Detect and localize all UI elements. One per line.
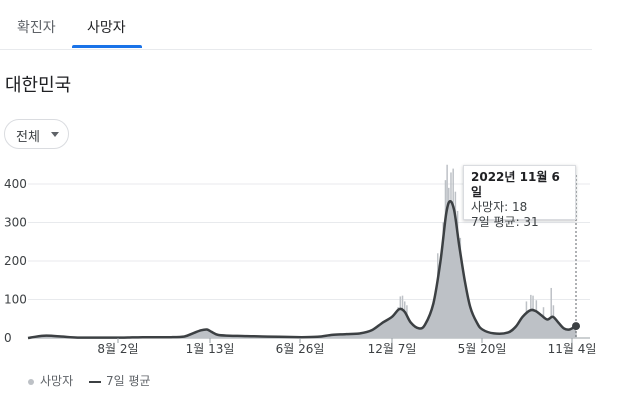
region-title: 대한민국 bbox=[5, 75, 72, 96]
y-axis-ticks: 0 100 200 300 400 bbox=[4, 177, 27, 345]
x-tick-label: 5월 20일 bbox=[458, 342, 507, 356]
avg-area bbox=[28, 201, 576, 338]
y-tick-label: 200 bbox=[4, 254, 27, 268]
filter-dropdown[interactable]: 전체 bbox=[4, 119, 69, 149]
x-tick-label: 8월 2일 bbox=[97, 342, 138, 356]
tab-bar: 확진자 사망자 bbox=[0, 0, 592, 50]
legend-dot-icon bbox=[28, 378, 34, 385]
x-tick-label: 11월 4일 bbox=[548, 342, 597, 356]
deaths-bar bbox=[550, 287, 552, 338]
deaths-chart[interactable]: 0 100 200 300 400 8월 2일 1월 13일 6월 26일 12월 7일 5월 … bbox=[0, 150, 617, 365]
chevron-down-icon bbox=[51, 132, 59, 137]
legend-average: 7일 평균 bbox=[88, 372, 151, 389]
y-tick-label: 400 bbox=[4, 177, 27, 191]
x-axis-ticks: 8월 2일 1월 13일 6월 26일 12월 7일 5월 20일 11월 4일 bbox=[97, 338, 596, 356]
tab-cases[interactable]: 확진자 bbox=[17, 20, 56, 36]
avg-line bbox=[27, 199, 577, 340]
y-tick-label: 0 bbox=[4, 331, 12, 345]
active-tab-indicator bbox=[72, 45, 142, 48]
x-tick-label: 6월 26일 bbox=[276, 342, 325, 356]
legend-deaths: 사망자 bbox=[28, 372, 73, 389]
x-tick-label: 1월 13일 bbox=[186, 342, 235, 356]
legend-average-label: 7일 평균 bbox=[105, 374, 151, 388]
tooltip-deaths: 사망자: 18 bbox=[471, 200, 528, 214]
tooltip-average: 7일 평균: 31 bbox=[471, 215, 539, 229]
legend-line-icon bbox=[88, 380, 101, 383]
tooltip-date: 2022년 11월 6일 bbox=[471, 170, 560, 199]
tab-deaths[interactable]: 사망자 bbox=[87, 20, 126, 36]
tooltip: 2022년 11월 6일 사망자: 18 7일 평균: 31 bbox=[463, 165, 576, 229]
legend-deaths-label: 사망자 bbox=[40, 374, 74, 388]
x-tick-label: 12월 7일 bbox=[368, 342, 417, 356]
filter-label: 전체 bbox=[16, 130, 40, 145]
y-tick-label: 300 bbox=[4, 216, 27, 230]
hover-point bbox=[572, 322, 580, 331]
legend: 사망자 7일 평균 bbox=[28, 372, 163, 389]
y-tick-label: 100 bbox=[4, 293, 27, 307]
